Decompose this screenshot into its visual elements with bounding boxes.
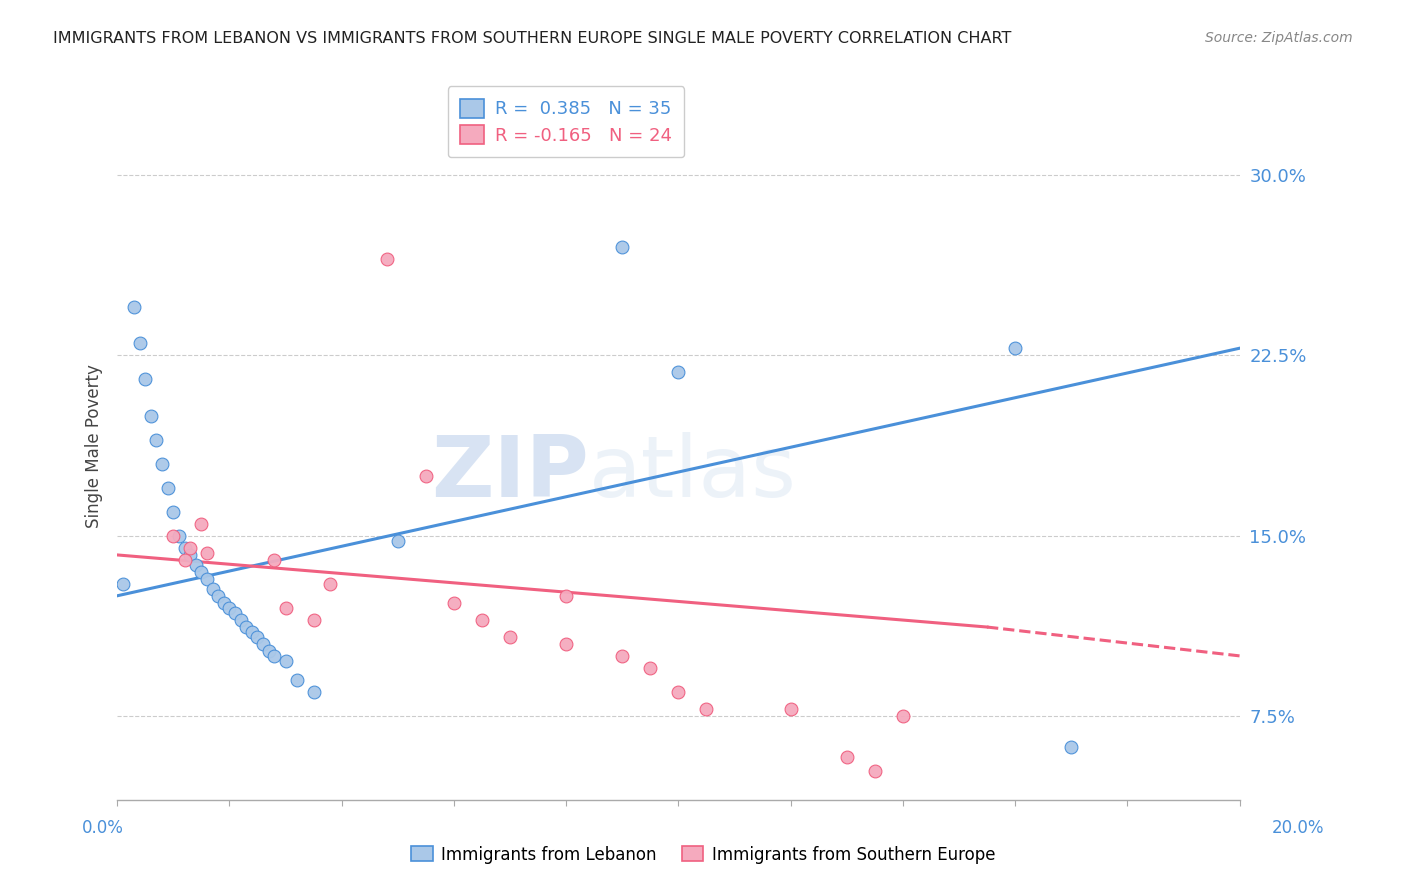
- Text: 0.0%: 0.0%: [82, 819, 124, 837]
- Text: Source: ZipAtlas.com: Source: ZipAtlas.com: [1205, 31, 1353, 45]
- Point: [218, 600, 240, 615]
- Point: [252, 637, 274, 651]
- Point: [195, 545, 218, 559]
- Point: [179, 541, 201, 555]
- Point: [666, 685, 689, 699]
- Point: [162, 505, 184, 519]
- Point: [1004, 341, 1026, 355]
- Point: [190, 516, 212, 531]
- Text: IMMIGRANTS FROM LEBANON VS IMMIGRANTS FROM SOUTHERN EUROPE SINGLE MALE POVERTY C: IMMIGRANTS FROM LEBANON VS IMMIGRANTS FR…: [53, 31, 1012, 46]
- Point: [274, 600, 297, 615]
- Point: [179, 548, 201, 562]
- Text: ZIP: ZIP: [430, 433, 589, 516]
- Text: 20.0%: 20.0%: [1271, 819, 1324, 837]
- Legend: Immigrants from Lebanon, Immigrants from Southern Europe: Immigrants from Lebanon, Immigrants from…: [405, 839, 1001, 871]
- Point: [319, 576, 342, 591]
- Point: [201, 582, 224, 596]
- Point: [207, 589, 229, 603]
- Point: [173, 553, 195, 567]
- Point: [863, 764, 886, 779]
- Point: [443, 596, 465, 610]
- Point: [156, 481, 179, 495]
- Point: [263, 553, 285, 567]
- Point: [190, 565, 212, 579]
- Point: [235, 620, 257, 634]
- Point: [229, 613, 252, 627]
- Point: [666, 365, 689, 379]
- Point: [184, 558, 207, 572]
- Point: [302, 685, 325, 699]
- Point: [212, 596, 235, 610]
- Point: [173, 541, 195, 555]
- Point: [415, 468, 437, 483]
- Point: [139, 409, 162, 423]
- Point: [224, 606, 246, 620]
- Point: [122, 301, 145, 315]
- Point: [111, 576, 134, 591]
- Y-axis label: Single Male Poverty: Single Male Poverty: [86, 364, 103, 527]
- Point: [835, 749, 858, 764]
- Point: [246, 630, 269, 644]
- Point: [375, 252, 398, 267]
- Point: [387, 533, 409, 548]
- Legend: R =  0.385   N = 35, R = -0.165   N = 24: R = 0.385 N = 35, R = -0.165 N = 24: [449, 86, 685, 157]
- Point: [167, 529, 190, 543]
- Point: [128, 336, 150, 351]
- Point: [612, 648, 634, 663]
- Point: [612, 240, 634, 254]
- Point: [891, 709, 914, 723]
- Point: [471, 613, 494, 627]
- Point: [302, 613, 325, 627]
- Point: [257, 644, 280, 658]
- Point: [150, 457, 173, 471]
- Point: [499, 630, 522, 644]
- Point: [162, 529, 184, 543]
- Point: [134, 372, 156, 386]
- Point: [285, 673, 308, 687]
- Point: [240, 624, 263, 639]
- Point: [145, 433, 167, 447]
- Point: [195, 572, 218, 586]
- Point: [555, 637, 578, 651]
- Point: [640, 661, 662, 675]
- Point: [1060, 740, 1083, 755]
- Point: [555, 589, 578, 603]
- Point: [263, 648, 285, 663]
- Point: [695, 702, 717, 716]
- Point: [274, 654, 297, 668]
- Point: [779, 702, 801, 716]
- Text: atlas: atlas: [589, 433, 797, 516]
